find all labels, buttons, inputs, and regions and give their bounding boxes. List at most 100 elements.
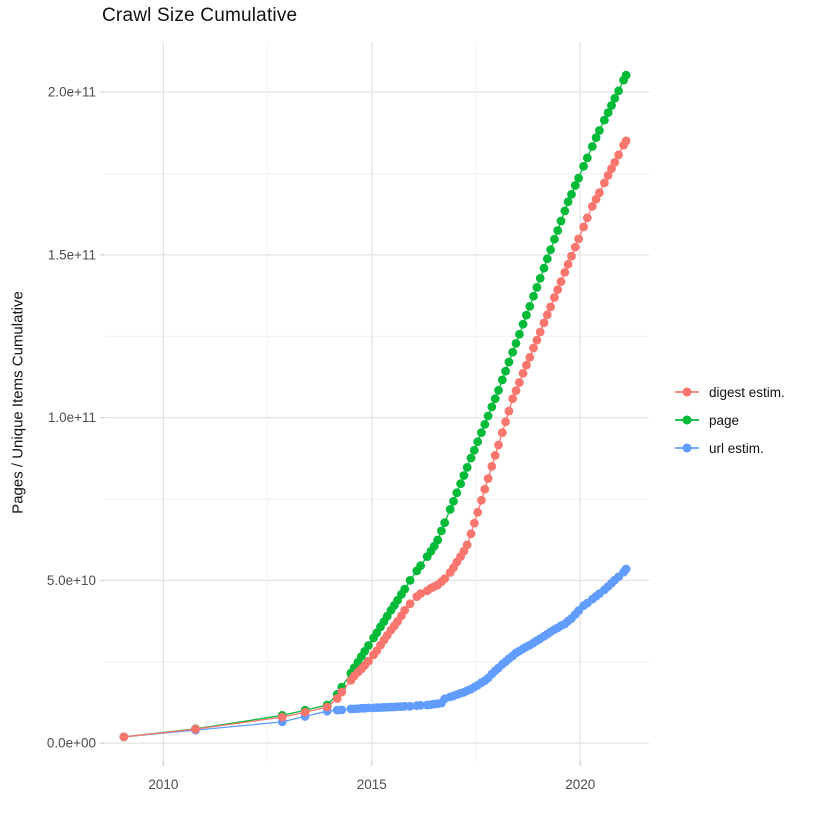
data-point	[440, 574, 450, 584]
data-point	[591, 194, 601, 204]
data-point	[529, 291, 538, 301]
data-point	[560, 268, 570, 277]
data-point	[440, 518, 450, 528]
data-point	[504, 406, 514, 416]
data-point	[587, 142, 597, 151]
data-point	[462, 463, 472, 472]
data-point	[400, 584, 410, 594]
data-point	[614, 150, 623, 160]
data-point	[515, 378, 524, 387]
data-point	[556, 277, 566, 286]
data-point	[416, 589, 425, 599]
data-point	[449, 496, 458, 506]
data-point	[337, 687, 347, 697]
data-point	[469, 445, 479, 455]
data-point	[563, 259, 573, 269]
data-point	[483, 411, 493, 421]
data-point	[535, 273, 545, 283]
legend: digest estim. page url estim.	[674, 378, 785, 462]
data-point	[525, 353, 535, 362]
data-point	[621, 564, 631, 574]
data-point	[462, 540, 472, 550]
data-point	[621, 136, 631, 146]
data-point	[539, 318, 549, 328]
data-point	[518, 319, 528, 329]
data-point	[487, 462, 497, 471]
data-point	[600, 178, 609, 188]
legend-key-dot	[682, 387, 692, 397]
data-point	[553, 226, 563, 235]
data-point	[535, 327, 545, 337]
data-point	[364, 656, 373, 666]
data-point	[567, 189, 576, 199]
data-point	[550, 293, 559, 302]
data-point	[570, 242, 580, 252]
data-point	[511, 386, 521, 395]
data-point	[480, 484, 490, 494]
data-point	[532, 335, 542, 345]
data-point	[501, 417, 510, 427]
data-point	[504, 357, 514, 367]
data-point	[405, 599, 415, 609]
data-point	[466, 453, 476, 463]
data-point	[477, 495, 486, 505]
data-point	[490, 451, 500, 460]
data-point	[400, 605, 410, 615]
data-point	[546, 245, 555, 255]
data-point	[603, 171, 613, 180]
data-point	[483, 474, 493, 483]
legend-key-point-with-line-icon	[674, 383, 700, 401]
legend-item-label: digest estim.	[709, 384, 785, 400]
data-point	[337, 705, 347, 715]
data-point	[595, 188, 604, 198]
data-point	[587, 202, 597, 211]
data-point	[560, 206, 570, 216]
legend-item-label: page	[709, 412, 740, 428]
data-point	[563, 197, 573, 207]
data-point	[550, 234, 559, 244]
data-point	[574, 173, 583, 183]
data-point	[532, 283, 542, 292]
data-point	[556, 216, 566, 226]
data-point	[579, 161, 588, 171]
data-point	[452, 488, 462, 498]
data-point	[610, 158, 620, 167]
x-axis-tick-label: 2015	[357, 777, 387, 792]
y-axis-tick-label: 0.0e+00	[47, 736, 96, 751]
data-point	[277, 712, 287, 722]
data-point	[621, 70, 631, 80]
data-point	[553, 285, 563, 295]
data-point	[546, 302, 555, 312]
data-point	[445, 505, 455, 514]
data-point	[416, 700, 425, 710]
data-point	[405, 701, 415, 711]
data-point	[508, 347, 518, 357]
data-point	[459, 471, 469, 480]
data-point	[579, 222, 588, 232]
data-point	[405, 576, 415, 585]
legend-item-url-estim: url estim.	[674, 434, 785, 462]
data-point	[322, 702, 332, 712]
data-point	[466, 529, 476, 539]
data-point	[582, 213, 592, 223]
data-point	[607, 101, 616, 110]
legend-key-dot	[682, 443, 692, 453]
data-point	[567, 251, 576, 261]
data-point	[511, 339, 521, 348]
y-axis-tick-label: 5.0e+10	[47, 573, 96, 588]
data-point	[494, 440, 503, 450]
data-point	[477, 428, 486, 437]
data-point	[191, 724, 200, 734]
data-point	[490, 394, 500, 404]
data-point	[300, 707, 310, 717]
x-axis-tick-label: 2020	[565, 777, 595, 792]
data-point	[501, 366, 510, 376]
data-point	[433, 535, 443, 545]
data-point	[473, 507, 483, 517]
data-point	[539, 263, 549, 273]
data-point	[574, 234, 583, 244]
data-point	[364, 641, 373, 650]
data-point	[522, 360, 531, 370]
legend-item-label: url estim.	[709, 440, 764, 456]
